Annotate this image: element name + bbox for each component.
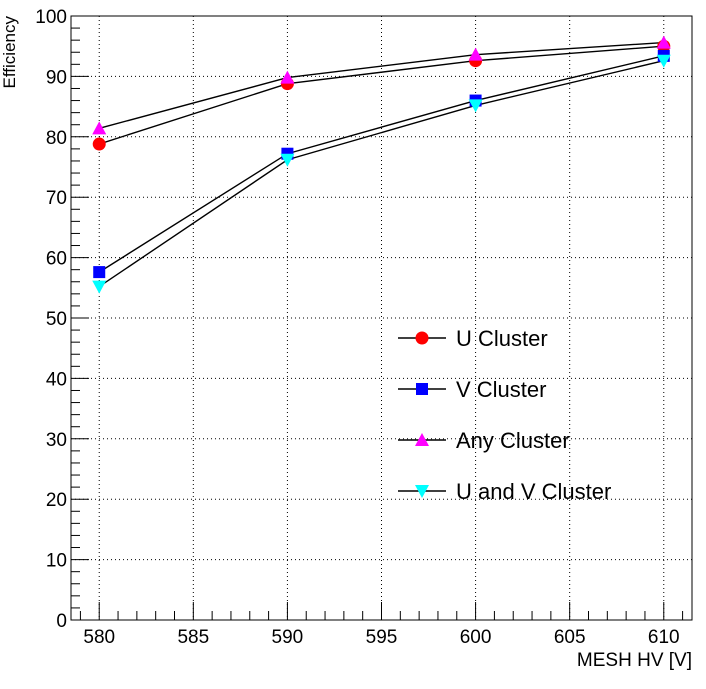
y-tick-label: 60 xyxy=(46,249,67,270)
data-point-3 xyxy=(280,153,295,167)
legend-label: Any Cluster xyxy=(456,428,570,453)
y-tick-label: 90 xyxy=(46,67,67,88)
x-tick-label: 585 xyxy=(177,627,209,648)
x-tick-label: 610 xyxy=(648,627,680,648)
legend-marker xyxy=(415,331,429,345)
series-lines xyxy=(98,41,664,288)
data-point-1 xyxy=(93,266,106,279)
series-line-1 xyxy=(98,55,664,273)
y-tick-label: 100 xyxy=(35,7,67,28)
y-tick-label: 70 xyxy=(46,188,67,209)
data-point-0 xyxy=(92,137,106,151)
x-tick-label: 580 xyxy=(83,627,115,648)
legend-label: U and V Cluster xyxy=(456,479,611,504)
data-point-2 xyxy=(280,70,295,84)
x-tick-label: 595 xyxy=(366,627,398,648)
y-axis-label: Efficiency xyxy=(0,16,19,89)
data-point-2 xyxy=(468,47,483,61)
plot-area xyxy=(70,15,693,621)
series-line-3 xyxy=(98,60,664,288)
series-markers xyxy=(92,35,671,294)
legend-marker xyxy=(415,485,429,498)
y-tick-label: 10 xyxy=(46,551,67,572)
x-tick-label: 600 xyxy=(460,627,492,648)
y-tick-label: 0 xyxy=(56,611,67,632)
legend-marker xyxy=(415,433,429,446)
y-tick-label: 30 xyxy=(46,430,67,451)
grid-lines xyxy=(71,16,692,620)
axes: 580 585 590 595 600 605 610 0 10 20 30 40 50 60 70 80 90… xyxy=(35,7,684,648)
x-tick-label: 605 xyxy=(554,627,586,648)
data-point-3 xyxy=(468,99,483,113)
y-tick-label: 20 xyxy=(46,490,67,511)
y-tick-label: 50 xyxy=(46,309,67,330)
legend-label: V Cluster xyxy=(456,377,546,402)
data-point-2 xyxy=(656,35,671,49)
y-tick-label: 80 xyxy=(46,128,67,149)
legend: U Cluster V Cluster Any Cluster U and V Clu… xyxy=(398,326,611,504)
legend-label: U Cluster xyxy=(456,326,548,351)
data-point-3 xyxy=(92,280,107,294)
x-axis-label: MESH HV [V] xyxy=(577,650,692,671)
data-point-3 xyxy=(656,54,671,68)
data-point-2 xyxy=(92,121,107,135)
legend-marker xyxy=(416,383,428,395)
series-line-2 xyxy=(99,41,664,130)
x-tick-label: 590 xyxy=(272,627,304,648)
y-tick-label: 40 xyxy=(46,369,67,390)
series-line-0 xyxy=(99,45,664,145)
